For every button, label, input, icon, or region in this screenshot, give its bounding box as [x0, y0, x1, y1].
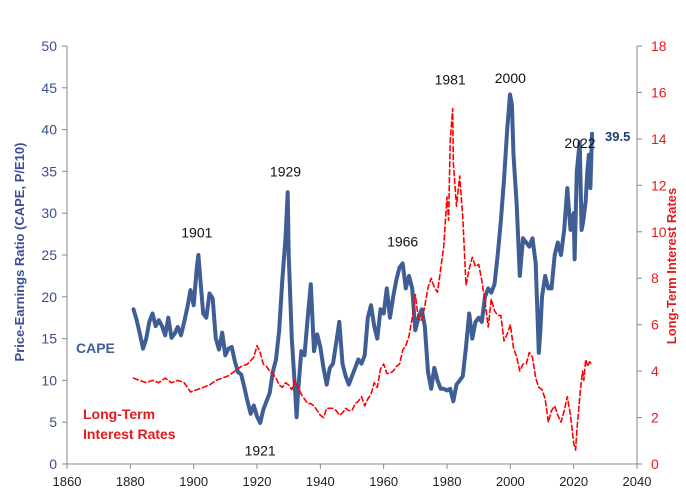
annotations: 1901 1929 1966 1981 2000 2022 1921	[181, 70, 596, 459]
y-axis-right-label: Long-Term Interest Rates	[664, 188, 679, 345]
year-annotation: 1966	[387, 234, 418, 250]
y-right-tick-label: 16	[651, 84, 667, 100]
y-right-tick-label: 2	[651, 410, 659, 426]
year-annotation: 1921	[245, 443, 276, 459]
x-tick-label: 1920	[243, 474, 272, 489]
legend-rates-label-line2: Interest Rates	[83, 426, 176, 442]
series-lines	[131, 92, 594, 451]
y-left-tick-label: 15	[41, 331, 57, 347]
legend-cape-label: CAPE	[76, 340, 115, 356]
x-tick-label: 1900	[179, 474, 208, 489]
x-tick-label: 2020	[559, 474, 588, 489]
y-right-tick-label: 14	[651, 131, 667, 147]
y-left-tick-label: 5	[49, 414, 57, 430]
axes	[66, 46, 638, 465]
x-tick-label: 1960	[369, 474, 398, 489]
y-left-tick-label: 25	[41, 247, 57, 263]
tick-labels: 0 5 10 15 20 25 30 35 40 45 50 0 2 4 6 8 10 12 14 16 18 1860 1…	[41, 38, 666, 489]
series-line-interest-rates	[132, 107, 593, 451]
y-left-tick-label: 35	[41, 163, 57, 179]
x-tick-label: 2000	[496, 474, 525, 489]
x-tick-label: 1860	[53, 474, 82, 489]
last-value-label: 39.5	[605, 129, 630, 144]
x-tick-label: 2040	[623, 474, 652, 489]
y-right-tick-label: 18	[651, 38, 667, 54]
y-left-tick-label: 40	[41, 122, 57, 138]
y-right-tick-label: 10	[651, 224, 667, 240]
y-left-tick-label: 45	[41, 80, 57, 96]
year-annotation: 2000	[495, 70, 526, 86]
series-line-cape	[131, 92, 594, 425]
year-annotation: 1929	[270, 163, 301, 179]
y-left-tick-label: 50	[41, 38, 57, 54]
y-axis-left-label: Price-Earnings Ratio (CAPE, P/E10)	[12, 143, 27, 362]
x-tick-label: 1980	[433, 474, 462, 489]
y-left-tick-label: 10	[41, 372, 57, 388]
year-annotation: 1901	[181, 224, 212, 240]
x-tick-label: 1880	[116, 474, 145, 489]
y-right-tick-label: 12	[651, 177, 667, 193]
y-left-tick-label: 30	[41, 205, 57, 221]
y-right-tick-label: 0	[651, 456, 659, 472]
year-annotation: 1981	[435, 71, 466, 87]
y-right-tick-label: 4	[651, 363, 659, 379]
y-right-tick-label: 6	[651, 317, 659, 333]
x-tick-label: 1940	[306, 474, 335, 489]
y-right-tick-label: 8	[651, 270, 659, 286]
year-annotation: 2022	[564, 135, 595, 151]
y-left-tick-label: 20	[41, 289, 57, 305]
legend-rates-label-line1: Long-Term	[83, 406, 155, 422]
y-left-tick-label: 0	[49, 456, 57, 472]
